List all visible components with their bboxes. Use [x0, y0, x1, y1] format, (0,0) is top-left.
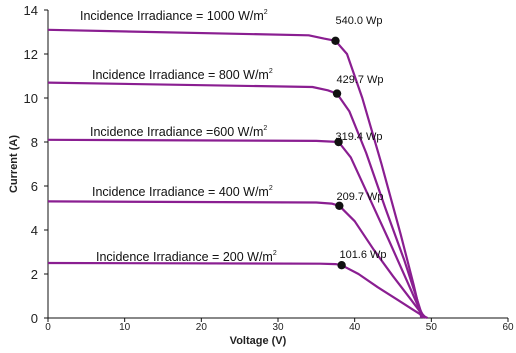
series-line: [47, 81, 424, 319]
peak-power-label: 209.7 Wp: [336, 191, 383, 203]
x-tick-label: 0: [45, 322, 51, 333]
x-tick-label: 30: [272, 322, 284, 333]
series-name-label: Incidence Irradiance = 1000 W/m2: [80, 9, 268, 23]
x-tick-label: 50: [426, 322, 438, 333]
y-tick-label: 4: [31, 223, 38, 238]
series-name-label: Incidence Irradiance =600 W/m2: [90, 125, 267, 139]
y-tick-label: 10: [24, 91, 38, 106]
x-axis-title: Voltage (V): [230, 335, 287, 347]
series-name-label: Incidence Irradiance = 800 W/m2: [92, 68, 273, 82]
y-tick-label: 0: [31, 311, 38, 326]
y-tick-label: 14: [24, 3, 38, 18]
peak-power-label: 540.0 Wp: [335, 15, 382, 27]
series-line: [47, 138, 426, 319]
x-tick-label: 20: [196, 322, 208, 333]
y-tick-label: 12: [24, 47, 38, 62]
max-power-point: [335, 201, 344, 210]
peak-power-label: 319.4 Wp: [335, 131, 382, 143]
series-lines: [47, 28, 428, 319]
y-axis-ticks: 0 2 4 6 8 10 12 14: [24, 3, 48, 326]
y-tick-label: 8: [31, 135, 38, 150]
x-tick-label: 10: [119, 322, 131, 333]
series-line: [47, 28, 423, 319]
series-line: [47, 261, 428, 319]
series-name-label: Incidence Irradiance = 400 W/m2: [92, 185, 273, 199]
series-labels: Incidence Irradiance = 1000 W/m2 540.0 Wp…: [80, 9, 387, 264]
series-line: [47, 200, 427, 319]
max-power-point: [334, 137, 343, 147]
max-power-point: [331, 36, 340, 45]
series-name-label: Incidence Irradiance = 200 W/m2: [96, 250, 277, 264]
y-tick-label: 2: [31, 267, 38, 282]
peak-power-label: 429.7 Wp: [336, 74, 383, 86]
max-power-point: [337, 261, 346, 270]
max-power-point: [332, 89, 342, 98]
x-tick-label: 40: [349, 322, 361, 333]
axes: [47, 10, 508, 319]
peak-power-label: 101.6 Wp: [339, 249, 386, 261]
y-tick-label: 6: [31, 179, 38, 194]
y-axis-title: Current (A): [8, 135, 20, 193]
x-tick-label: 60: [502, 322, 514, 333]
x-axis-ticks: 0 10 20 30 40 50 60: [45, 318, 514, 333]
